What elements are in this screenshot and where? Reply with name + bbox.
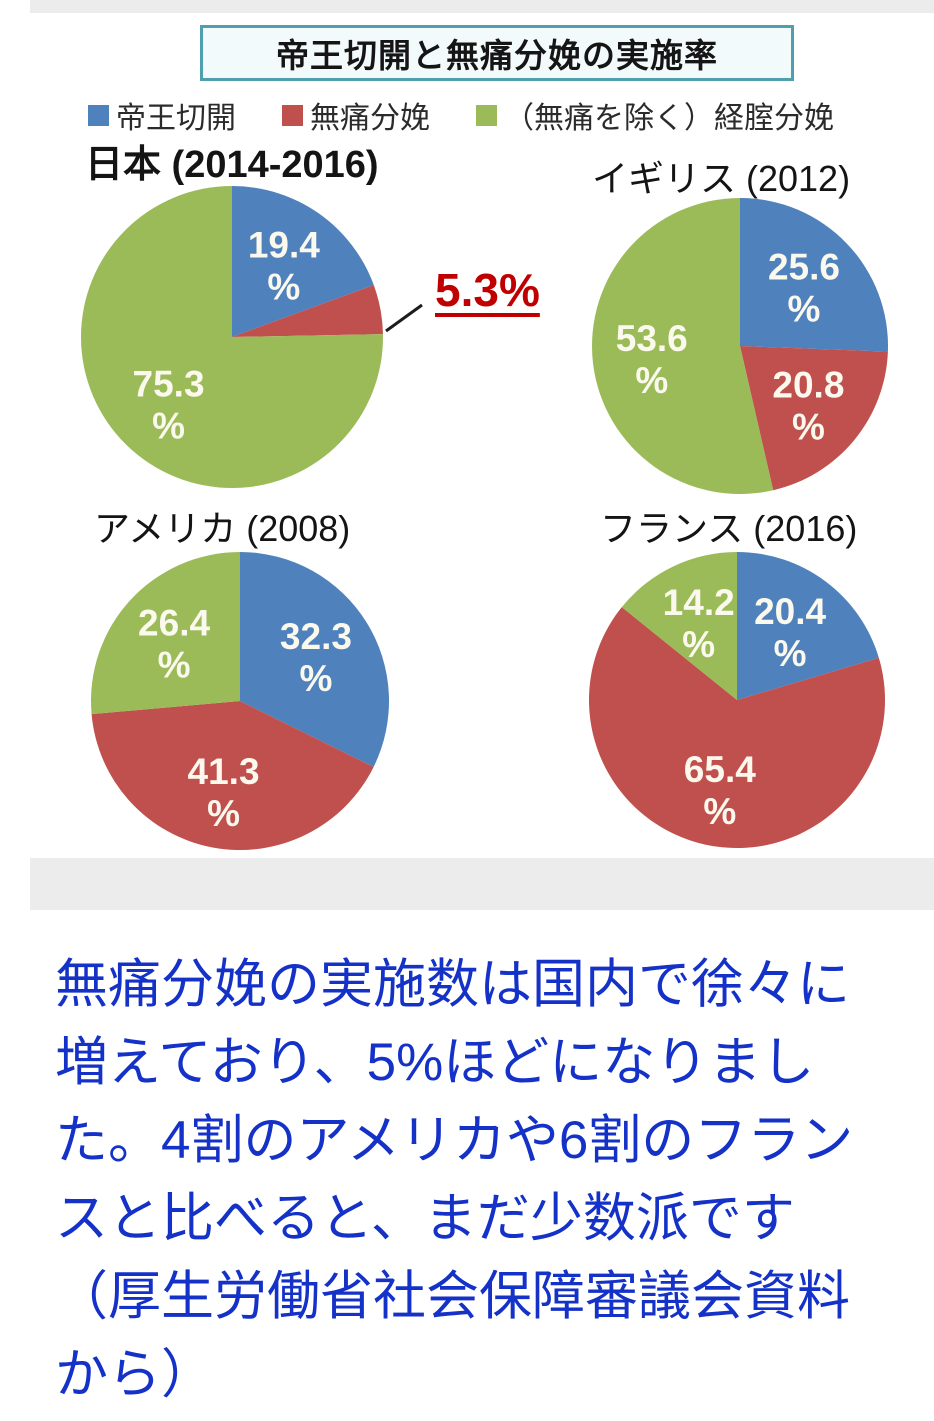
legend-item-epidural: 無痛分娩 [282, 93, 430, 137]
pie-title-france: フランス (2016) [600, 508, 858, 549]
caption-line: 無痛分娩の実施数は国内で徐々に [55, 955, 850, 1014]
pie-slice-label: 26.4% [138, 603, 210, 686]
legend-label-epidural: 無痛分娩 [310, 102, 430, 135]
caption-line: から） [55, 1345, 214, 1404]
top-gray-band [30, 0, 934, 13]
pie-slice-label: 75.3% [133, 364, 205, 447]
pie-slice-label: 14.2% [663, 582, 735, 665]
caption-line: （厚生労働省社会保障審議会資料 [55, 1267, 850, 1326]
pie-slice [80, 186, 383, 488]
pie-slice [740, 198, 888, 352]
figure-title-box: 帝王切開と無痛分娩の実施率 [200, 25, 794, 81]
legend-label-vaginal: （無痛を除く）経腟分娩 [504, 102, 834, 135]
callout-leader-line [385, 303, 423, 333]
pie-slice-label: 53.6% [616, 318, 688, 401]
pie-slice [588, 607, 885, 849]
pie-slice-label: 65.4% [684, 749, 756, 832]
pie-slice [740, 346, 888, 491]
pie-slice-label: 32.3% [280, 616, 352, 699]
pie-charts-canvas: 19.4 % 75.3 % 25.6 % 20.8 % 53.6 % 32.3 % 41.3 % 26.4%… [80, 185, 888, 850]
bottom-gray-band [30, 858, 934, 910]
caption-line: た。4割のアメリカや6割のフラン [55, 1111, 854, 1170]
pie-slice-label: 20.8% [772, 365, 844, 448]
legend-item-cesarean: 帝王切開 [88, 93, 236, 137]
pie-title-uk: イギリス (2012) [592, 158, 851, 199]
legend-swatch-green-icon [476, 104, 497, 126]
legend-item-vaginal: （無痛を除く）経腟分娩 [476, 93, 834, 137]
pie-slice [90, 552, 240, 715]
caption-text: 無痛分娩の実施数は国内で徐々に 増えており、5%ほどになりまし た。4割のアメリ… [55, 946, 933, 1414]
pie-slice-label: 41.3% [188, 751, 260, 834]
caption-line: スと比べると、まだ少数派です [55, 1189, 795, 1248]
caption-line: 増えており、5%ほどになりまし [55, 1033, 815, 1092]
pie-slice-label: 19.4% [248, 225, 320, 308]
pie-slice-label: 25.6% [768, 246, 840, 329]
pie-slice [91, 701, 374, 850]
pie-title-usa: アメリカ (2008) [94, 508, 351, 549]
callout-epidural-japan: 5.3% [435, 264, 540, 316]
pie-title-japan: 日本 (2014-2016) [85, 144, 379, 186]
pie-slice [592, 198, 774, 495]
pie-slice-label: 20.4% [754, 591, 826, 674]
figure-title: 帝王切開と無痛分娩の実施率 [276, 37, 718, 74]
pie-slice [232, 185, 374, 337]
pie-slice [621, 552, 737, 700]
pie-slice [232, 284, 383, 337]
pie-chart-figure: 帝王切開と無痛分娩の実施率 帝王切開 無痛分娩 （無痛を除く）経腟分娩 日本 (… [30, 13, 934, 858]
legend-swatch-red-icon [282, 104, 303, 126]
legend-swatch-blue-icon [88, 104, 109, 126]
pie-slice [240, 552, 389, 767]
pie-slice [737, 552, 879, 700]
chart-legend: 帝王切開 無痛分娩 （無痛を除く）経腟分娩 [88, 93, 834, 137]
legend-label-cesarean: 帝王切開 [116, 102, 236, 135]
